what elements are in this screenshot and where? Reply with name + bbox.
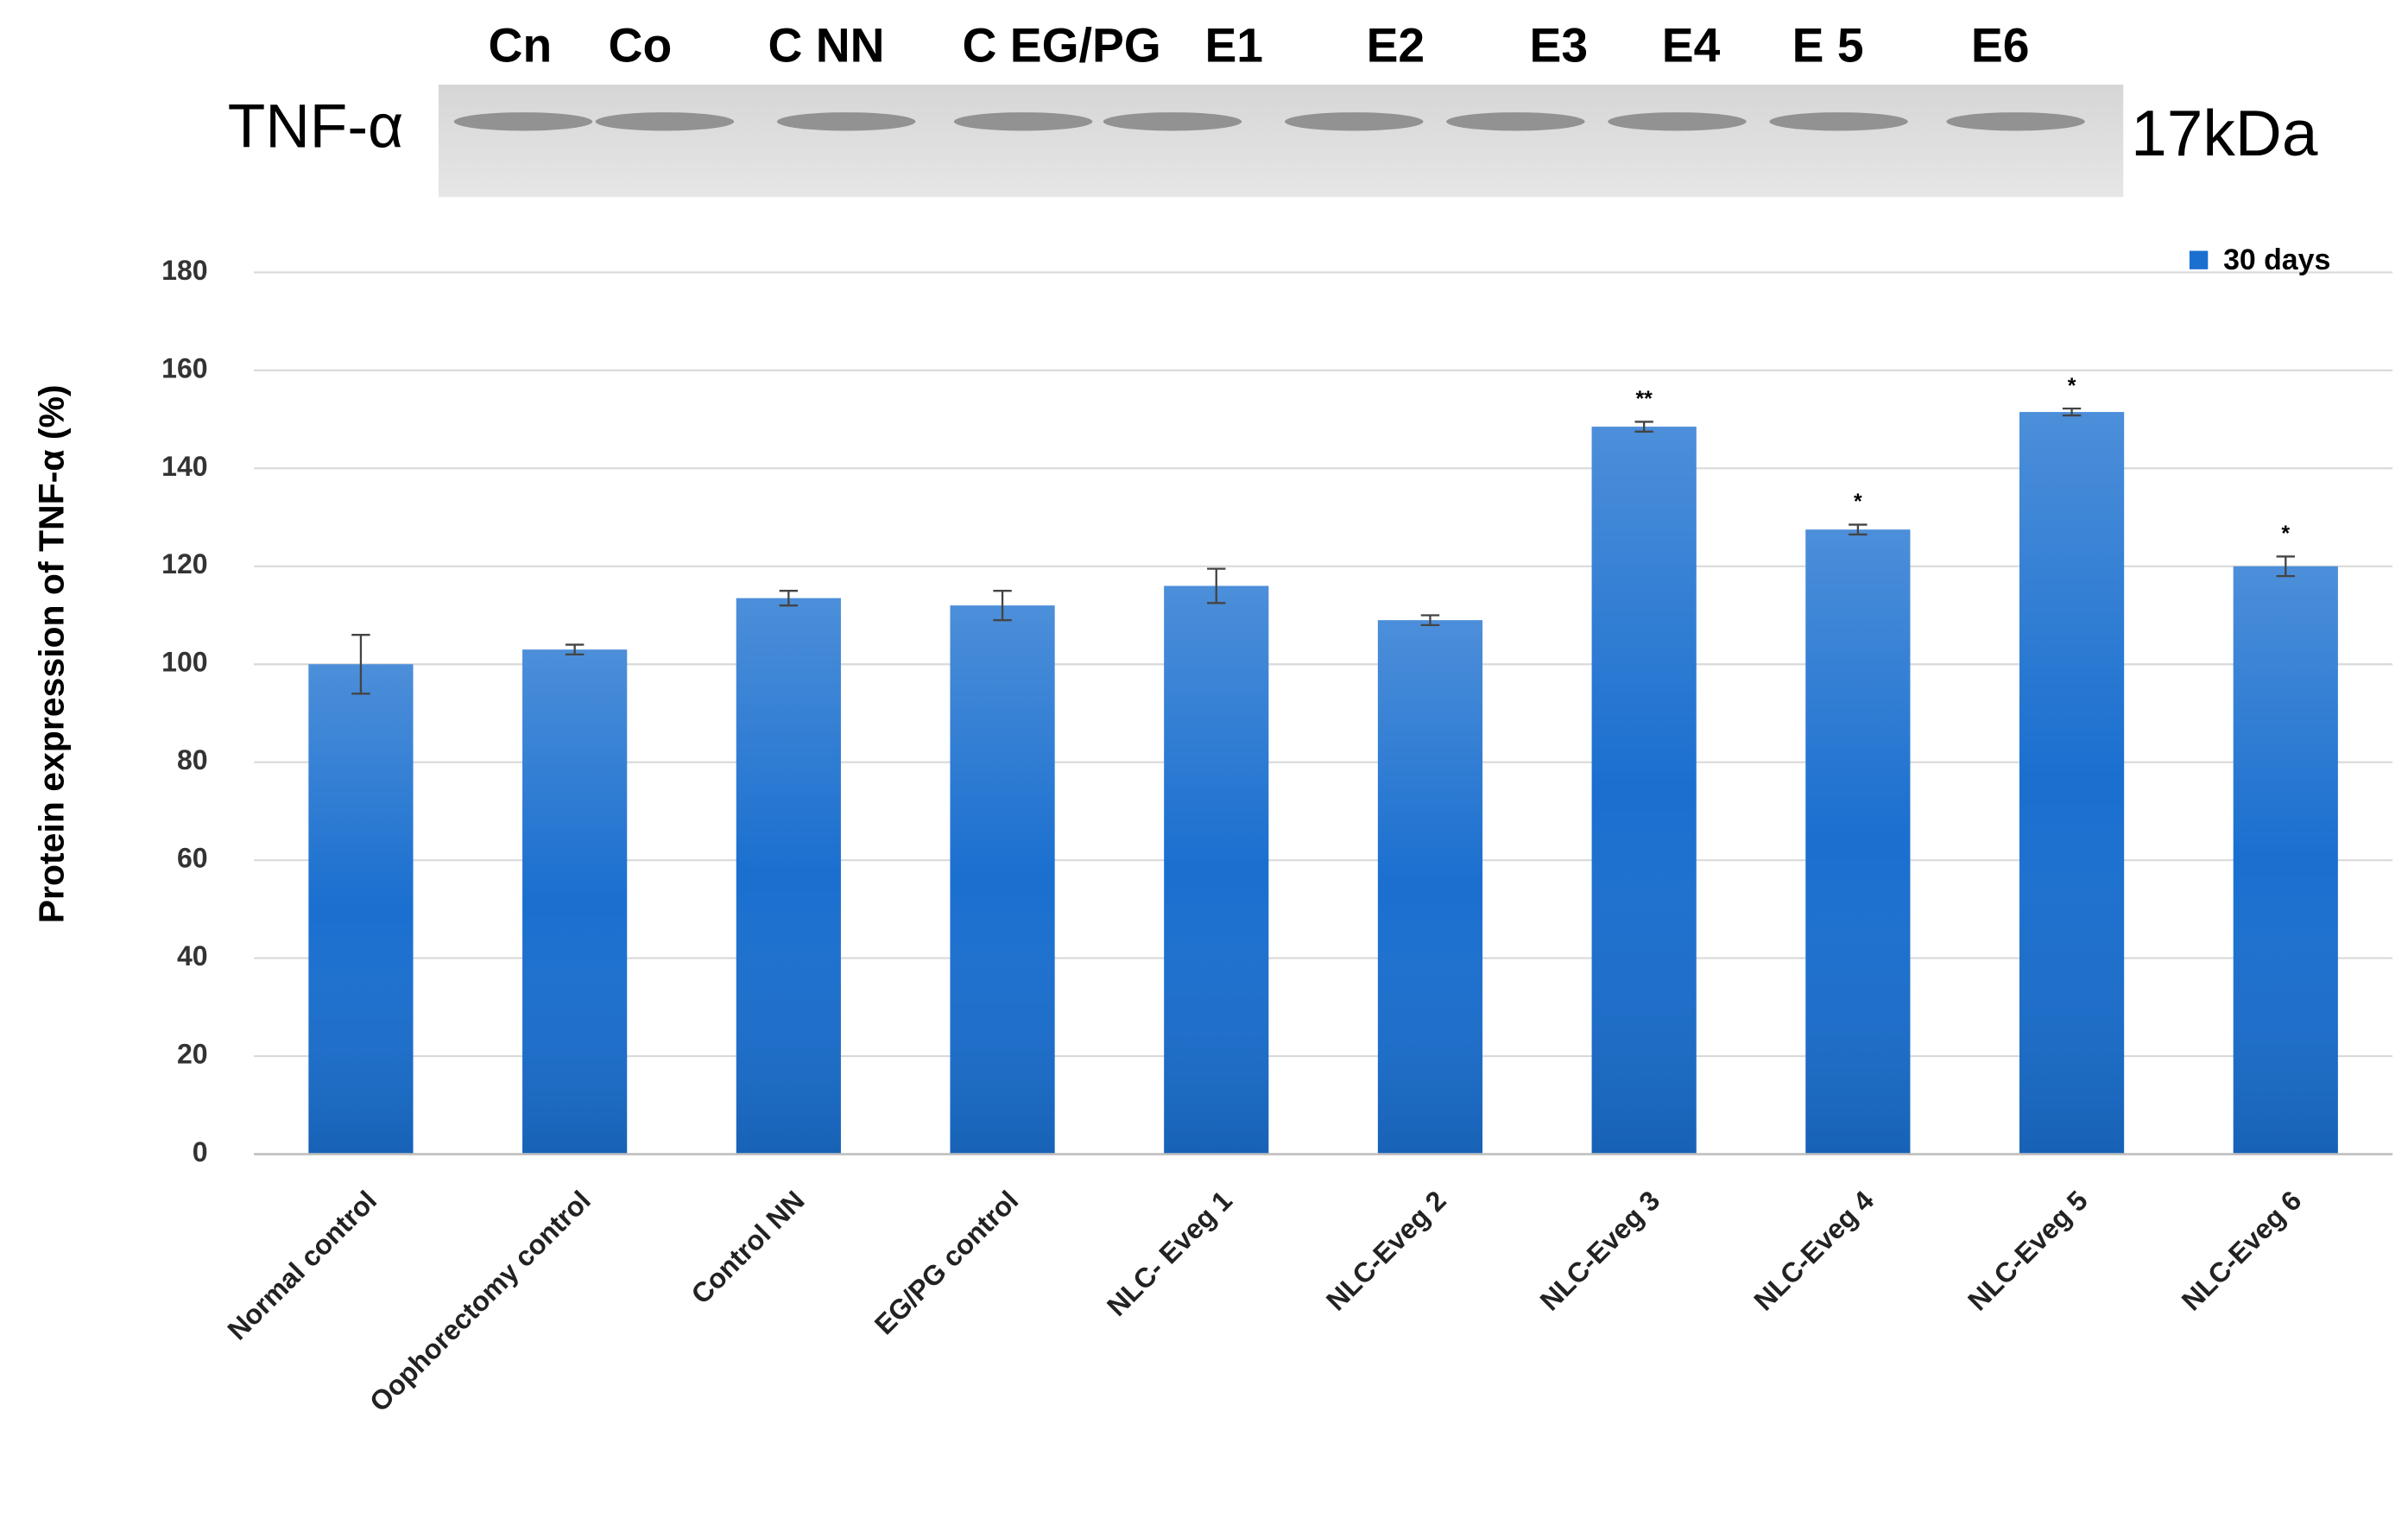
x-tick-label: NLC-Eveg 4	[1748, 1185, 1880, 1317]
lane-label: C EG/PG	[963, 19, 1161, 73]
y-tick-label: 40	[177, 940, 208, 971]
lane-label: E4	[1662, 19, 1721, 73]
y-tick-label: 140	[161, 451, 207, 482]
significance: **	[1635, 387, 1653, 411]
blot-band	[453, 112, 593, 131]
blot-band	[595, 112, 735, 131]
lane-label: E3	[1529, 19, 1588, 73]
y-tick-label: 180	[161, 255, 207, 286]
blot-size: 17kDa	[2131, 97, 2318, 169]
error-bar	[2276, 555, 2295, 578]
error-bar	[565, 643, 585, 656]
bar-shade	[2019, 412, 2125, 1155]
bar-shade	[308, 664, 414, 1155]
bar-shade	[1377, 620, 1483, 1155]
y-tick-label: 0	[193, 1136, 208, 1167]
blot-band	[1769, 112, 1908, 131]
bar-shade	[1591, 427, 1697, 1155]
blot-band	[1285, 112, 1424, 131]
x-tick-label: Oophorectomy control	[363, 1185, 597, 1418]
x-tick-label: NLC-Eveg 3	[1534, 1185, 1666, 1317]
significance: *	[2281, 522, 2290, 546]
blot-band	[776, 112, 916, 131]
y-tick-label: 80	[177, 744, 208, 775]
bar-shade	[950, 605, 1055, 1155]
bar-shade	[1805, 529, 1911, 1155]
x-tick-label: NLC-Eveg 2	[1320, 1185, 1452, 1317]
bar-shade	[1164, 585, 1269, 1155]
blot-band	[1103, 112, 1242, 131]
error-bar	[1420, 614, 1440, 627]
lane-label: E 5	[1792, 19, 1864, 73]
blot-band	[1608, 112, 1747, 131]
y-tick-label: 120	[161, 548, 207, 579]
x-tick-label: Control NN	[685, 1185, 810, 1310]
error-bar	[351, 634, 370, 695]
y-tick-label: 60	[177, 843, 208, 874]
lane-label: E2	[1367, 19, 1425, 73]
bar-shade	[2233, 566, 2338, 1155]
legend-label: 30 days	[2223, 244, 2330, 276]
blot-band	[953, 112, 1093, 131]
error-bar	[2062, 407, 2082, 417]
x-tick-label: EG/PG control	[869, 1185, 1024, 1340]
lane-label: Cn	[489, 19, 553, 73]
legend-swatch	[2189, 250, 2209, 269]
y-tick-label: 20	[177, 1039, 208, 1070]
x-tick-label: NLC-Eveg 6	[2176, 1185, 2308, 1317]
blot-band	[1446, 112, 1585, 131]
lane-label: E1	[1204, 19, 1263, 73]
significance: *	[2068, 374, 2076, 398]
x-tick-label: Normal control	[221, 1185, 382, 1346]
error-bar	[1849, 523, 1868, 536]
error-bar	[779, 589, 799, 607]
lane-label: C NN	[768, 19, 885, 73]
lane-label: Co	[609, 19, 673, 73]
blot-label: TNF-α	[228, 92, 403, 161]
y-axis-label: Protein expression of TNF-α (%)	[31, 384, 71, 923]
bar-shade	[522, 649, 628, 1155]
x-tick-label: NLC-Eveg 5	[1962, 1185, 2094, 1317]
blot-bands	[453, 112, 2085, 131]
blot-image	[438, 85, 2124, 198]
bar-shade	[736, 598, 841, 1155]
error-bar	[1634, 421, 1653, 433]
error-bar	[1207, 567, 1226, 604]
y-tick-label: 100	[161, 647, 207, 678]
y-tick-label: 160	[161, 352, 207, 383]
significance: *	[1854, 490, 1862, 514]
blot-band	[1946, 112, 2085, 131]
error-bar	[993, 589, 1012, 622]
x-tick-label: NLC- Eveg 1	[1101, 1185, 1238, 1322]
lane-label: E6	[1971, 19, 2030, 73]
